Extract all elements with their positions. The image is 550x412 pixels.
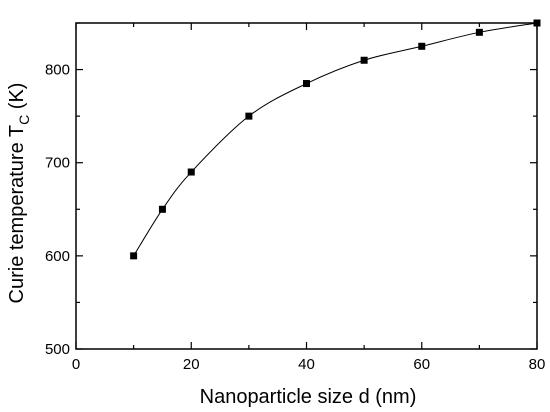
y-tick-label: 600: [45, 248, 70, 265]
data-point-marker: [187, 168, 195, 176]
x-tick-label: 80: [529, 356, 546, 373]
x-axis-ticks: [75, 23, 538, 349]
x-tick-label: 40: [298, 356, 315, 373]
y-tick-label: 700: [45, 155, 70, 172]
y-axis-label: Curie temperature TC (K): [6, 83, 32, 304]
y-axis-label-unit: (K): [6, 83, 28, 115]
x-tick-label: 0: [72, 356, 80, 373]
series-path: [133, 22, 538, 257]
x-axis-tick-labels: 0 20 40 60 80: [72, 356, 546, 373]
x-tick-label: 20: [183, 356, 200, 373]
series-line: [133, 22, 538, 257]
y-axis-label-subscript: C: [16, 115, 32, 125]
data-point-marker: [533, 19, 541, 27]
data-point-marker: [245, 112, 253, 120]
x-tick-label: 60: [413, 356, 430, 373]
y-axis-tick-labels: 500 600 700 800: [45, 62, 70, 358]
y-tick-label: 800: [45, 62, 70, 79]
data-point-marker: [303, 80, 310, 88]
x-axis-label: Nanoparticle size d (nm): [200, 386, 417, 408]
data-point-marker: [360, 56, 368, 64]
y-axis-ticks: [76, 22, 537, 350]
series-points: [130, 19, 541, 260]
plot-frame: [75, 22, 538, 350]
data-point-marker: [130, 252, 138, 260]
y-axis-label-main: Curie temperature T: [6, 125, 28, 304]
plot-border: [75, 22, 538, 350]
y-tick-label: 500: [45, 341, 70, 358]
data-point-marker: [158, 205, 166, 213]
data-point-marker: [475, 28, 483, 36]
data-point-marker: [418, 42, 426, 50]
